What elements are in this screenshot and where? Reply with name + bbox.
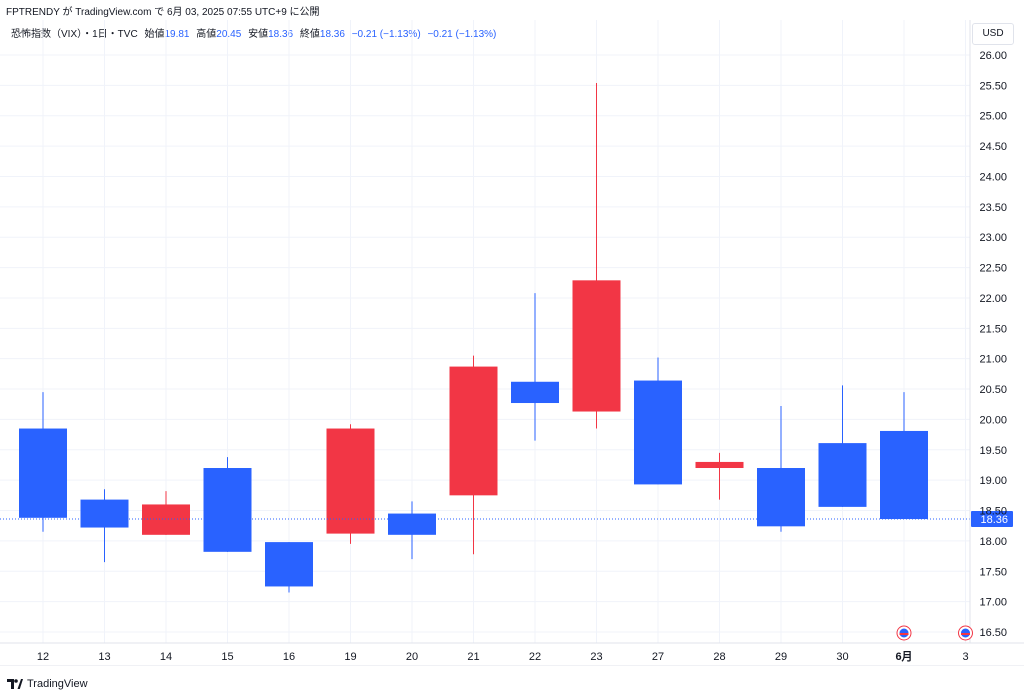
y-tick-label: 17.00	[979, 597, 1007, 609]
x-tick-label: 29	[775, 651, 787, 663]
change-value: −0.21 (−1.13%)	[351, 29, 421, 40]
y-tick-label: 18.50	[979, 506, 1007, 518]
candle-body	[388, 513, 436, 535]
close-value: 18.36	[319, 29, 345, 40]
last-price-line: 18.36	[0, 511, 1013, 528]
high-label: 高値	[196, 29, 217, 40]
close-label: 終値	[299, 29, 320, 40]
candle-body	[203, 468, 252, 552]
footer-brand-text: TradingView	[27, 678, 88, 690]
open-label: 始値	[144, 29, 165, 40]
footer-brand: TradingView	[7, 676, 88, 692]
high-value: 20.45	[216, 29, 242, 40]
us-event-flag-stripe	[899, 633, 909, 635]
x-tick-label: 15	[221, 651, 233, 663]
x-tick-label: 16	[283, 651, 295, 663]
grid-lines	[0, 20, 970, 643]
y-tick-label: 19.00	[979, 475, 1007, 487]
y-tick-label: 22.00	[979, 293, 1007, 305]
x-tick-label: 6月	[895, 650, 912, 663]
x-tick-label: 30	[836, 651, 848, 663]
x-tick-label: 27	[652, 651, 664, 663]
candle-body	[572, 280, 621, 412]
y-tick-label: 21.50	[979, 323, 1007, 335]
us-event-flag-stripe	[961, 633, 970, 635]
candle-body	[757, 468, 805, 527]
low-label: 安値	[248, 29, 269, 40]
y-tick-label: 21.00	[979, 354, 1007, 366]
y-tick-label: 23.50	[979, 202, 1007, 214]
y-tick-label: 20.50	[979, 384, 1007, 396]
candle-body	[695, 461, 744, 469]
candlestick-chart[interactable]: 18.36 16.50 17.00 17.50 18.00 18.50 19.00 19.5…	[0, 20, 1024, 666]
y-tick-label: 25.50	[979, 80, 1007, 92]
price-axis[interactable]: 16.50 17.00 17.50 18.00 18.50 19.00 19.50 20.00…	[969, 20, 1007, 643]
low-value: 18.36	[268, 29, 294, 40]
candle-body	[449, 366, 498, 496]
x-tick-label: 22	[529, 651, 541, 663]
candle-body	[142, 504, 190, 535]
candle-body	[19, 428, 67, 518]
candle-body	[880, 430, 928, 520]
candle-body	[80, 499, 129, 528]
publish-info: FPTRENDY が TradingView.com で 6月 03, 2025…	[6, 7, 320, 18]
time-axis[interactable]: 12 13 14 15 16 19 20 21 22 23 27 28 29 30 6月 3	[0, 642, 1024, 666]
event-markers	[896, 625, 973, 641]
y-tick-label: 16.50	[979, 627, 1007, 639]
last-price-label: 18.36	[980, 514, 1008, 526]
y-tick-label: 19.50	[979, 445, 1007, 457]
ohlc-legend: 恐怖指数（VIX）・1日・TVC 始値19.81 高値20.45 安値18.36…	[11, 25, 497, 40]
candle-body	[326, 428, 375, 534]
y-tick-label: 24.50	[979, 141, 1007, 153]
candle-body	[511, 381, 559, 404]
x-tick-label: 20	[406, 651, 418, 663]
y-tick-label: 22.50	[979, 263, 1007, 275]
change-value-2: −0.21 (−1.13%)	[427, 29, 497, 40]
tradingview-logo-icon	[7, 679, 23, 689]
y-tick-label: 20.00	[979, 414, 1007, 426]
x-tick-label: 21	[467, 651, 479, 663]
y-tick-label: 24.00	[979, 171, 1007, 183]
y-tick-label: 25.00	[979, 111, 1007, 123]
last-price-badge	[971, 511, 1013, 528]
candle-body	[265, 542, 313, 587]
y-tick-label: 17.50	[979, 566, 1007, 578]
candle-body	[634, 380, 682, 485]
x-tick-label: 13	[98, 651, 110, 663]
candles	[19, 82, 928, 593]
symbol-label[interactable]: 恐怖指数（VIX）・1日・TVC	[11, 29, 138, 40]
x-tick-label: 23	[590, 651, 602, 663]
y-tick-label: 26.00	[979, 50, 1007, 62]
x-tick-label: 12	[37, 651, 49, 663]
y-tick-label: 18.00	[979, 536, 1007, 548]
x-tick-label: 3	[962, 651, 968, 663]
open-value: 19.81	[164, 29, 190, 40]
x-tick-label: 14	[160, 651, 172, 663]
y-tick-label: 23.00	[979, 232, 1007, 244]
x-tick-label: 28	[713, 651, 725, 663]
currency-label[interactable]: USD	[972, 23, 1014, 45]
candle-body	[818, 443, 867, 507]
x-tick-label: 19	[344, 651, 356, 663]
